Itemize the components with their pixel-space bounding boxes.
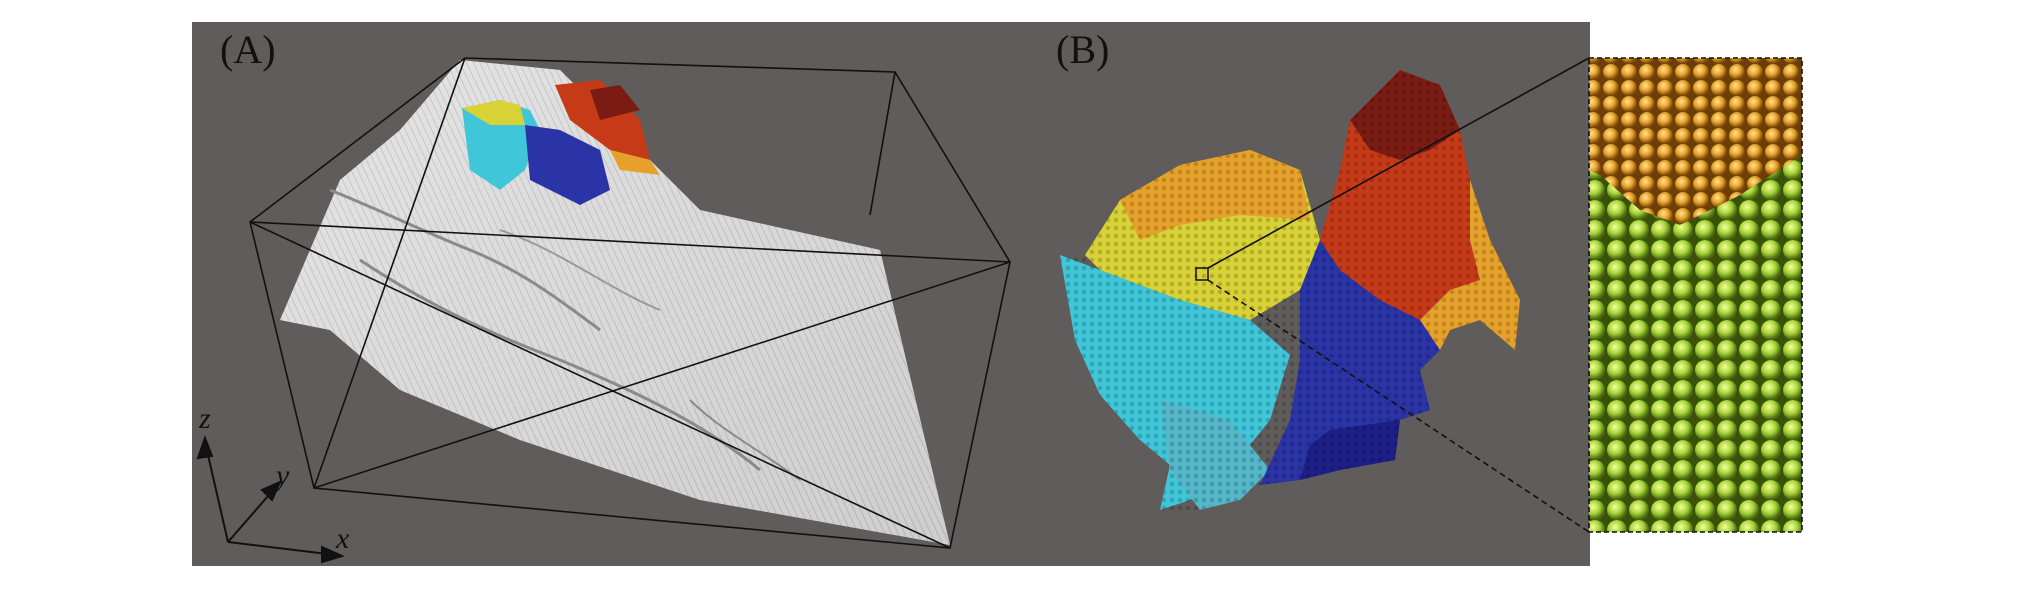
panel-b-segments (1060, 70, 1520, 510)
axis-label-z: z (198, 402, 211, 435)
zoom-marker (1195, 267, 1209, 281)
panel-a-terrain (280, 60, 950, 545)
panel-label-a: (A) (220, 27, 276, 72)
patch-blue (525, 125, 610, 205)
patch-darkred (590, 85, 640, 120)
zoom-connectors (1207, 57, 1590, 533)
axis-label-x: x (335, 522, 350, 555)
axis-label-y: y (273, 459, 290, 492)
patch-yellow (462, 100, 525, 125)
bounding-box (249, 57, 1011, 549)
zoom-inset-orange (1589, 58, 1802, 225)
zoom-inset (1588, 57, 1803, 533)
axis-triad (196, 435, 345, 564)
patch-orange (610, 150, 660, 175)
zoom-inset-frame (1588, 57, 1803, 533)
patch-red (555, 80, 650, 160)
panel-label-b: (B) (1056, 27, 1110, 72)
